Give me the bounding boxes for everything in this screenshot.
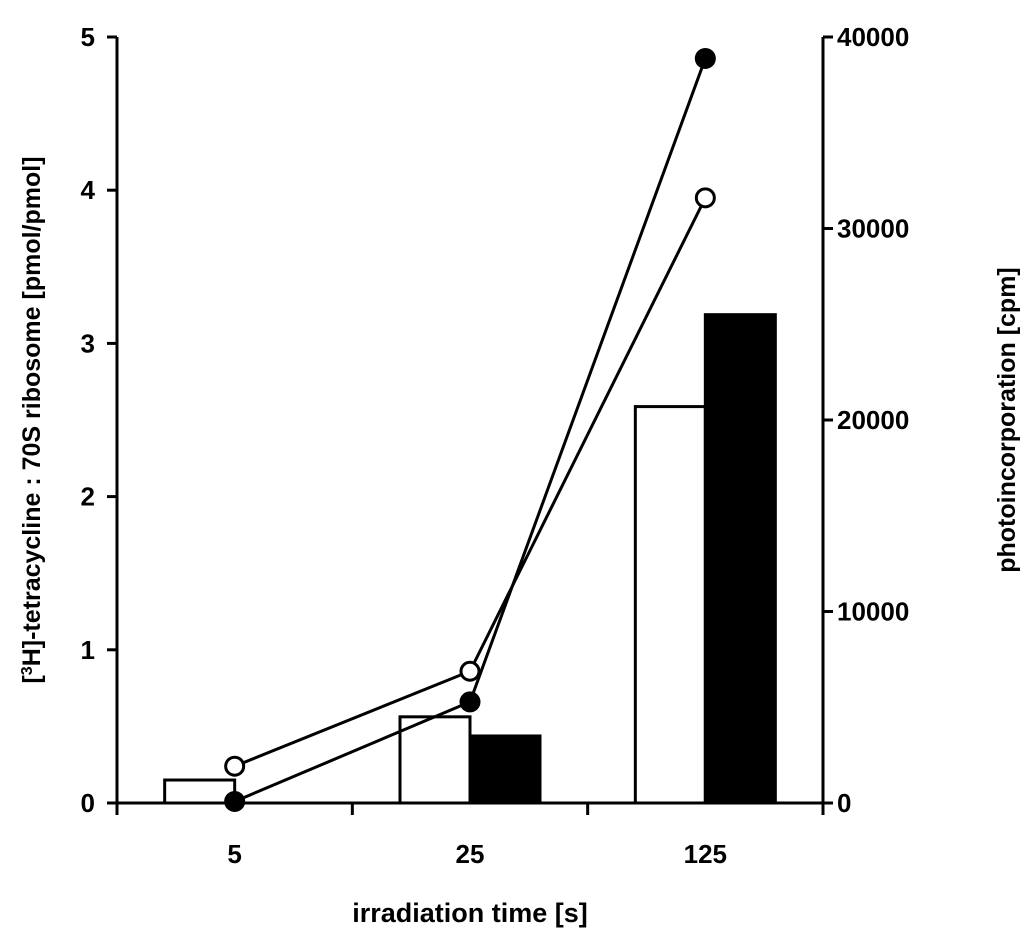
left-axis-tick-label: 4 — [81, 175, 96, 205]
filled-circle-point — [694, 47, 716, 69]
x-axis-category-label: 25 — [456, 839, 485, 869]
open-circle-point — [694, 187, 716, 209]
right-axis-tick-label: 20000 — [837, 405, 909, 435]
right-axis-tick-label: 0 — [837, 788, 851, 818]
x-axis-category-label: 5 — [227, 839, 241, 869]
filled-bar — [703, 313, 777, 805]
left-axis-tick-label: 0 — [81, 788, 95, 818]
open-bar — [398, 715, 472, 805]
tick-layer: 0 1 2 3 4 5 0 10000 20000 30000 40000 5 25 125 — [81, 22, 910, 869]
open-circle-point — [224, 755, 246, 777]
open-bar — [163, 778, 237, 805]
left-axis-title-suffix: H]-tetracycline : 70S ribosome [pmol/pmo… — [18, 156, 46, 666]
open-bar — [633, 405, 707, 805]
filled-bar — [468, 734, 542, 805]
right-axis-title: photoincorporation [cpm] — [993, 267, 1021, 573]
x-axis-category-label: 125 — [684, 839, 727, 869]
left-axis-title: [3H]-tetracycline : 70S ribosome [pmol/p… — [18, 156, 46, 683]
x-axis-title: irradiation time [s] — [352, 898, 588, 928]
left-axis-tick-label: 1 — [81, 635, 95, 665]
left-axis-title-superscript: 3 — [19, 666, 36, 675]
filled-circle-point — [459, 691, 481, 713]
bar-layer — [163, 313, 777, 805]
right-axis-tick-label: 10000 — [837, 597, 909, 627]
marker-layer — [224, 47, 716, 812]
filled-circle-point — [224, 790, 246, 812]
open-circle-point — [459, 660, 481, 682]
left-axis-tick-label: 5 — [81, 22, 95, 52]
left-axis-title-prefix: [ — [18, 675, 46, 684]
left-axis-tick-label: 2 — [81, 482, 95, 512]
left-axis-tick-label: 3 — [81, 328, 95, 358]
right-axis-tick-label: 40000 — [837, 22, 909, 52]
right-axis-tick-label: 30000 — [837, 214, 909, 244]
